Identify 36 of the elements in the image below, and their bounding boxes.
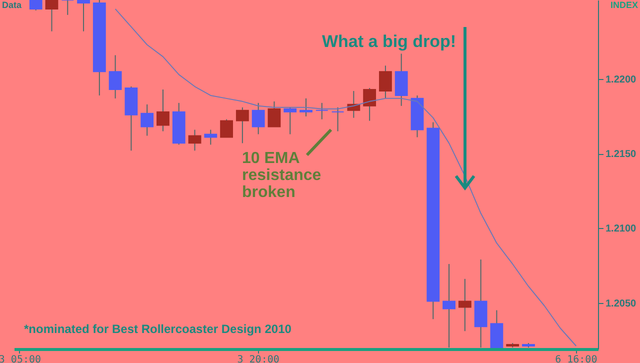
candlestick	[45, 0, 58, 32]
candlestick	[77, 0, 90, 32]
candlestick	[252, 102, 265, 135]
y-tick-label: 1.2150	[606, 149, 637, 160]
candlestick	[284, 106, 297, 135]
candlestick	[188, 129, 202, 152]
candlestick	[378, 65, 392, 99]
candlestick	[236, 106, 249, 144]
text: INDEX	[610, 0, 638, 10]
candlestick	[220, 118, 234, 138]
line-series	[114, 8, 577, 347]
candlestick	[300, 98, 312, 117]
annotation: Data	[2, 0, 22, 10]
annotation: 10 EMA resistance broken	[242, 150, 322, 201]
candlestick	[442, 263, 456, 348]
y-tick-label: 1.2100	[606, 224, 637, 235]
candlestick	[29, 0, 42, 11]
annotation: What a big drop!	[322, 32, 456, 51]
x-tick-label: 3 20:00	[237, 354, 280, 363]
candlestick	[204, 129, 218, 146]
y-tick-label: 1.2050	[606, 298, 637, 310]
x-tick-label: 6 16:00	[555, 354, 598, 363]
candlestick	[363, 87, 376, 122]
candlestick	[108, 54, 122, 99]
candlestick	[394, 53, 408, 106]
x-tick-label: 3 05:00	[0, 354, 42, 363]
candlestick	[490, 310, 504, 348]
annotation: *nominated for Best Rollercoaster Design 2010	[24, 322, 292, 336]
candlestick	[331, 106, 344, 132]
candlestick	[140, 104, 154, 136]
candlestick	[156, 88, 170, 132]
candlestick	[315, 102, 328, 120]
y-tick-label: 1.2200	[606, 74, 637, 86]
candlestick	[61, 0, 74, 16]
candlestick	[268, 100, 281, 128]
candlestick	[458, 278, 472, 332]
